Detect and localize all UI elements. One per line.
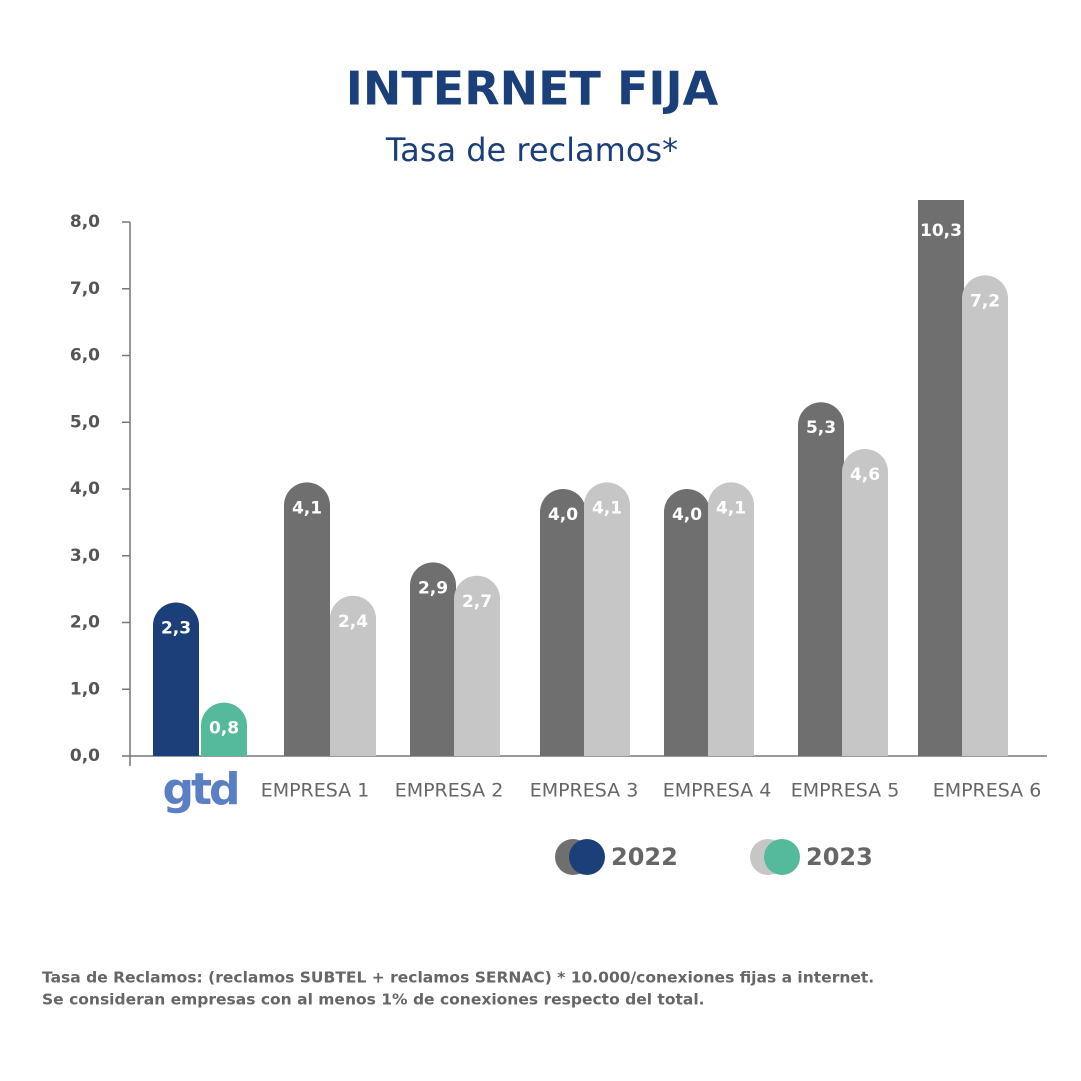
bar <box>330 595 376 756</box>
value-label: 4,0 <box>548 505 578 525</box>
bar <box>201 702 247 756</box>
y-tick-label: 8,0 <box>70 212 100 232</box>
bar <box>410 562 457 756</box>
chart-title: INTERNET FIJA <box>346 62 719 116</box>
x-tick-label: EMPRESA 1 <box>261 780 370 802</box>
y-tick-label: 7,0 <box>70 279 100 299</box>
value-label: 2,9 <box>418 578 448 598</box>
bars <box>153 200 1008 756</box>
legend-swatch <box>764 839 800 875</box>
y-tick-label: 6,0 <box>70 346 100 366</box>
x-tick-label: EMPRESA 3 <box>530 780 639 802</box>
bar <box>842 448 888 756</box>
value-label: 0,8 <box>209 719 239 739</box>
bar <box>708 482 754 756</box>
y-tick-label: 2,0 <box>70 613 100 633</box>
value-label: 2,3 <box>161 618 191 638</box>
value-label: 5,3 <box>806 418 836 438</box>
chart-subtitle: Tasa de reclamos* <box>385 131 678 169</box>
value-label: 2,7 <box>462 592 492 612</box>
legend-label: 2022 <box>611 843 678 871</box>
y-tick-label: 1,0 <box>70 679 100 699</box>
y-tick-label: 5,0 <box>70 412 100 432</box>
value-label: 4,1 <box>716 498 746 518</box>
bar <box>664 489 710 756</box>
value-label: 4,1 <box>292 498 322 518</box>
x-tick-label: gtd <box>162 764 237 815</box>
y-tick-label: 4,0 <box>70 479 100 499</box>
x-tick-label: EMPRESA 6 <box>933 780 1042 802</box>
y-tick-label: 3,0 <box>70 546 100 566</box>
footnote: Se consideran empresas con al menos 1% d… <box>42 991 705 1009</box>
y-tick-label: 0,0 <box>70 746 100 766</box>
value-label: 10,3 <box>920 221 962 241</box>
value-label: 7,2 <box>970 291 1000 311</box>
x-tick-label: EMPRESA 4 <box>663 780 772 802</box>
x-tick-label: EMPRESA 2 <box>395 780 504 802</box>
bar <box>962 275 1008 756</box>
value-label: 4,0 <box>672 505 702 525</box>
value-label: 4,1 <box>592 498 622 518</box>
value-label: 2,4 <box>338 612 368 632</box>
x-tick-label: EMPRESA 5 <box>791 780 900 802</box>
bar <box>918 200 964 756</box>
value-label: 4,6 <box>850 465 880 485</box>
footnote: Tasa de Reclamos: (reclamos SUBTEL + rec… <box>42 969 874 987</box>
bar <box>454 575 500 756</box>
bar <box>153 602 199 756</box>
bar <box>798 402 844 756</box>
legend-label: 2023 <box>806 843 873 871</box>
bar <box>584 482 630 756</box>
bar <box>540 489 586 756</box>
legend-swatch <box>569 839 605 875</box>
bar <box>284 482 330 756</box>
